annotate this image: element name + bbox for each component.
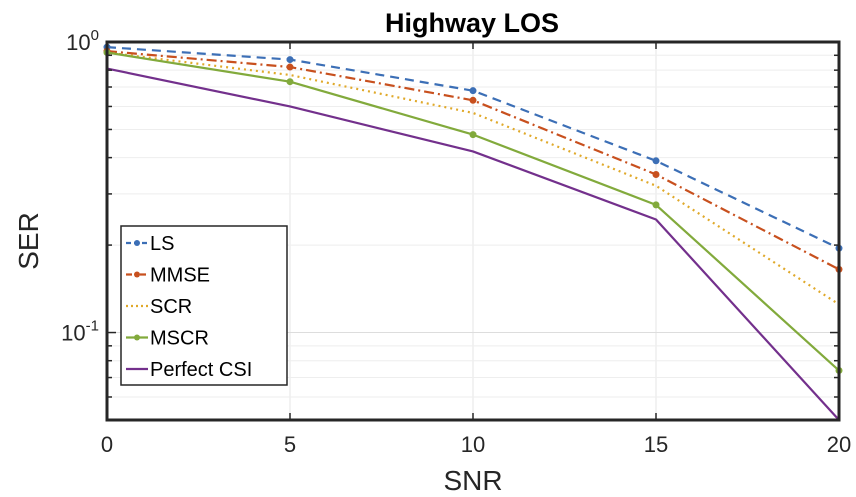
x-tick-label: 10 [461, 432, 485, 457]
legend-marker [134, 271, 140, 278]
legend-item: SCR [126, 296, 192, 318]
x-tick-label: 20 [827, 432, 851, 457]
series-line [106, 67, 840, 421]
data-point [286, 78, 294, 86]
legend-label: SCR [150, 296, 192, 318]
legend-label: Perfect CSI [150, 359, 252, 381]
y-tick-exponent: 0 [91, 27, 99, 44]
x-tick-label: 5 [284, 432, 296, 457]
legend-item: MSCR [126, 328, 209, 350]
legend-label: LS [150, 233, 174, 255]
data-point [652, 157, 660, 165]
series-perfect-csi [106, 67, 840, 421]
y-axis-label: SER [13, 212, 44, 270]
x-tick-label: 15 [644, 432, 668, 457]
y-tick-base: 10 [61, 321, 85, 346]
legend-marker [134, 334, 140, 341]
legend-item: MMSE [126, 265, 210, 287]
legend-label: MSCR [150, 328, 209, 350]
y-tick-label: 10-1 [61, 318, 99, 346]
y-tick-base: 10 [66, 30, 90, 55]
legend-marker [134, 240, 140, 246]
x-axis-label: SNR [443, 465, 502, 496]
data-point [652, 170, 660, 178]
chart-title: Highway LOS [385, 8, 559, 38]
legend: LS MMSE SCR MSCR Perfect CSI [120, 225, 288, 386]
y-tick-exponent: -1 [86, 318, 99, 335]
axis-ticks [106, 41, 840, 421]
x-tick-label: 0 [101, 432, 113, 457]
y-tick-label: 100 [66, 27, 99, 55]
legend-item: Perfect CSI [126, 359, 252, 381]
data-point [469, 131, 477, 139]
data-point [286, 63, 294, 71]
data-point [469, 87, 477, 95]
legend-label: MMSE [150, 265, 210, 287]
data-point [286, 56, 294, 64]
legend-box [120, 225, 288, 386]
legend-item: LS [126, 233, 174, 255]
data-point [652, 201, 660, 209]
data-point [469, 96, 477, 104]
series-line [106, 46, 840, 250]
x-tick-labels: 0 5 10 15 20 [101, 432, 851, 457]
